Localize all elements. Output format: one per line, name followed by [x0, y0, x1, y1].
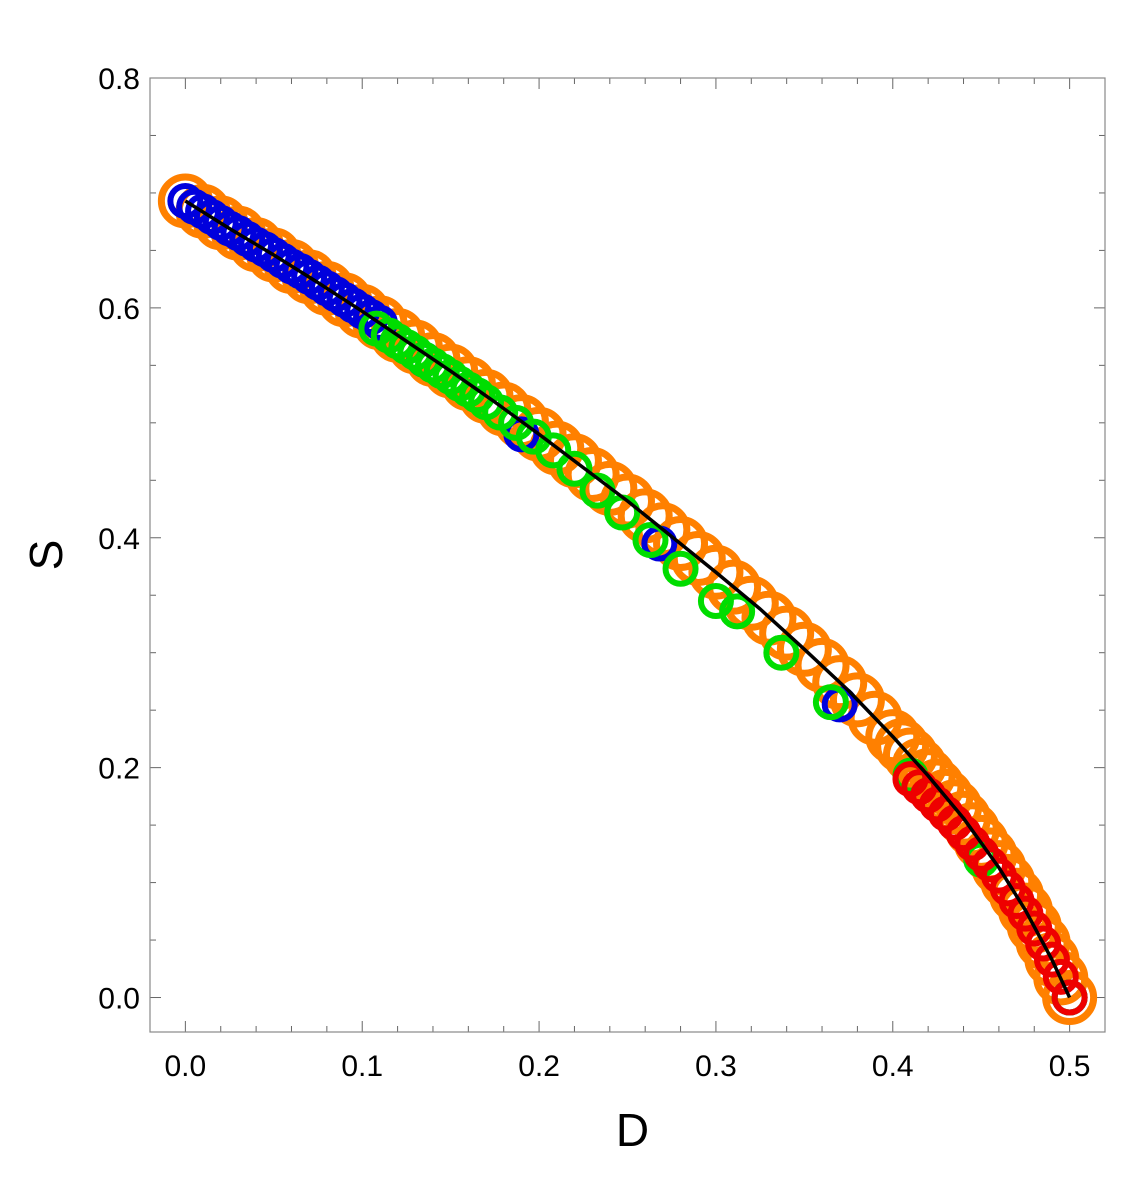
- series-3-point: [662, 550, 699, 587]
- plot-frame: [149, 77, 1106, 1033]
- series-4-point: [1042, 958, 1079, 995]
- tick-marks: [150, 77, 1105, 1032]
- x-tick-label: 0.4: [872, 1050, 914, 1083]
- series-1-point: [812, 655, 868, 711]
- series-3-point: [719, 593, 756, 630]
- series-1-point: [776, 621, 832, 677]
- series-3-point: [632, 522, 669, 559]
- series-1-point: [829, 672, 885, 728]
- x-axis-label: D: [616, 1104, 649, 1156]
- series-1-point: [688, 544, 744, 600]
- series-1-point: [1042, 970, 1098, 1026]
- x-tick-label: 0.3: [695, 1050, 737, 1083]
- series-3-point: [812, 684, 849, 721]
- data-marks: [157, 173, 1098, 1026]
- series-3-point: [535, 432, 572, 469]
- series-1-point: [564, 447, 620, 503]
- y-tick-label: 0.2: [98, 753, 140, 786]
- series-1-point: [759, 605, 815, 661]
- series-3-point: [556, 450, 593, 487]
- x-tick-label: 0.1: [341, 1050, 383, 1083]
- series-3-point: [459, 377, 496, 414]
- y-tick-label: 0.4: [98, 523, 140, 556]
- series-4-point: [1033, 941, 1070, 978]
- x-tick-label: 0.0: [165, 1050, 207, 1083]
- y-tick-label: 0.0: [98, 983, 140, 1016]
- tick-labels: 0.0 0.1 0.2 0.3 0.4 0.5 0.0 0.2 0.4 0.6 0.8: [98, 63, 1090, 1083]
- series-4-point: [1051, 979, 1088, 1016]
- theory-curve: [184, 199, 1072, 999]
- x-tick-label: 0.5: [1049, 1050, 1091, 1083]
- y-axis-label: S: [20, 540, 72, 571]
- theory-curve-line: [184, 199, 1072, 999]
- y-tick-label: 0.8: [98, 63, 140, 96]
- series-1-point: [653, 516, 709, 572]
- series-3-point: [763, 634, 800, 671]
- x-tick-label: 0.2: [518, 1050, 560, 1083]
- y-tick-label: 0.6: [98, 293, 140, 326]
